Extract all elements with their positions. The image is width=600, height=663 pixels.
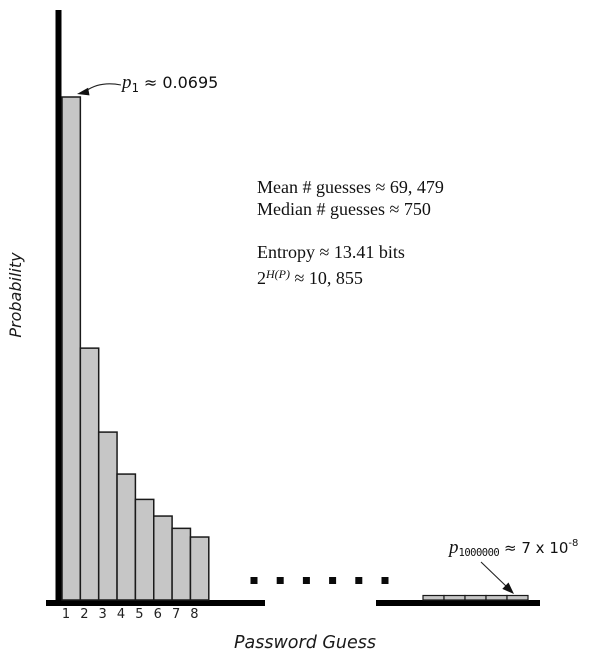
p-millionth-arrow-head [502,582,514,594]
ellipsis-dot [276,577,284,584]
bar-guess-2 [79,347,100,601]
x-tick-4: 4 [117,607,125,622]
p-millionth-exponent: -8 [568,538,579,549]
tail-bars [422,594,529,601]
tail-bar-segment [485,594,508,601]
x-axis-left-segment [46,600,265,606]
p-millionth-value: ≈ 7 x 10 [499,539,569,557]
stats-text-block: Mean # guesses ≈ 69, 479 Median # guesse… [257,176,444,289]
bar-guess-1 [61,96,82,601]
p1-symbol: p [122,72,132,93]
p-millionth-symbol: p [449,537,459,558]
p-millionth-annotation-arrow [480,561,514,594]
p-millionth-arrow-line [480,561,508,588]
stat-mean-guesses: Mean # guesses ≈ 69, 479 [257,177,444,197]
p1-arrow-head [77,87,90,96]
power-value: ≈ 10, 855 [290,268,363,288]
axis-break-dots [250,577,389,584]
x-tick-7: 7 [172,607,180,622]
bar-guess-7 [171,527,192,601]
stat-entropy-power: 2H(P) ≈ 10, 855 [257,263,444,289]
x-tick-1: 1 [62,607,70,622]
p1-value: ≈ 0.0695 [138,73,219,92]
bar-guess-3 [97,431,118,601]
x-axis-label: Password Guess [233,633,377,653]
tail-bar-segment [422,594,445,601]
y-axis-label: Probability [6,252,25,338]
tail-bar-segment [443,594,466,601]
p1-annotation-label: p1 ≈ 0.0695 [122,72,218,95]
p1-arrow-line [85,83,122,92]
ellipsis-dot [329,577,337,584]
x-tick-3: 3 [99,607,107,622]
ellipsis-dot [381,577,389,584]
tail-bar-segment [464,594,487,601]
bar-guess-5 [134,498,155,601]
probability-bars [61,96,210,601]
stat-entropy: Entropy ≈ 13.41 bits [257,242,405,262]
stat-median-guesses: Median # guesses ≈ 750 [257,199,431,219]
x-tick-6: 6 [154,607,162,622]
bar-guess-4 [116,473,137,601]
p1-subscript: 1 [131,81,139,95]
p1-annotation-arrow [77,83,122,96]
x-axis-right-segment [376,600,540,606]
x-tick-8: 8 [190,607,198,622]
power-base: 2 [257,268,266,288]
p-millionth-subscript: 1000000 [458,547,500,559]
x-tick-5: 5 [135,607,143,622]
x-tick-2: 2 [80,607,88,622]
y-axis-line [55,10,62,606]
bar-guess-8 [189,536,210,601]
tail-bar-segment [506,594,529,601]
ellipsis-dot [250,577,258,584]
bar-guess-6 [153,515,173,601]
power-exponent: H(P) [266,267,290,281]
ellipsis-dot [355,577,363,584]
p-millionth-annotation-label: p1000000 ≈ 7 x 10-8 [449,537,578,559]
ellipsis-dot [302,577,310,584]
